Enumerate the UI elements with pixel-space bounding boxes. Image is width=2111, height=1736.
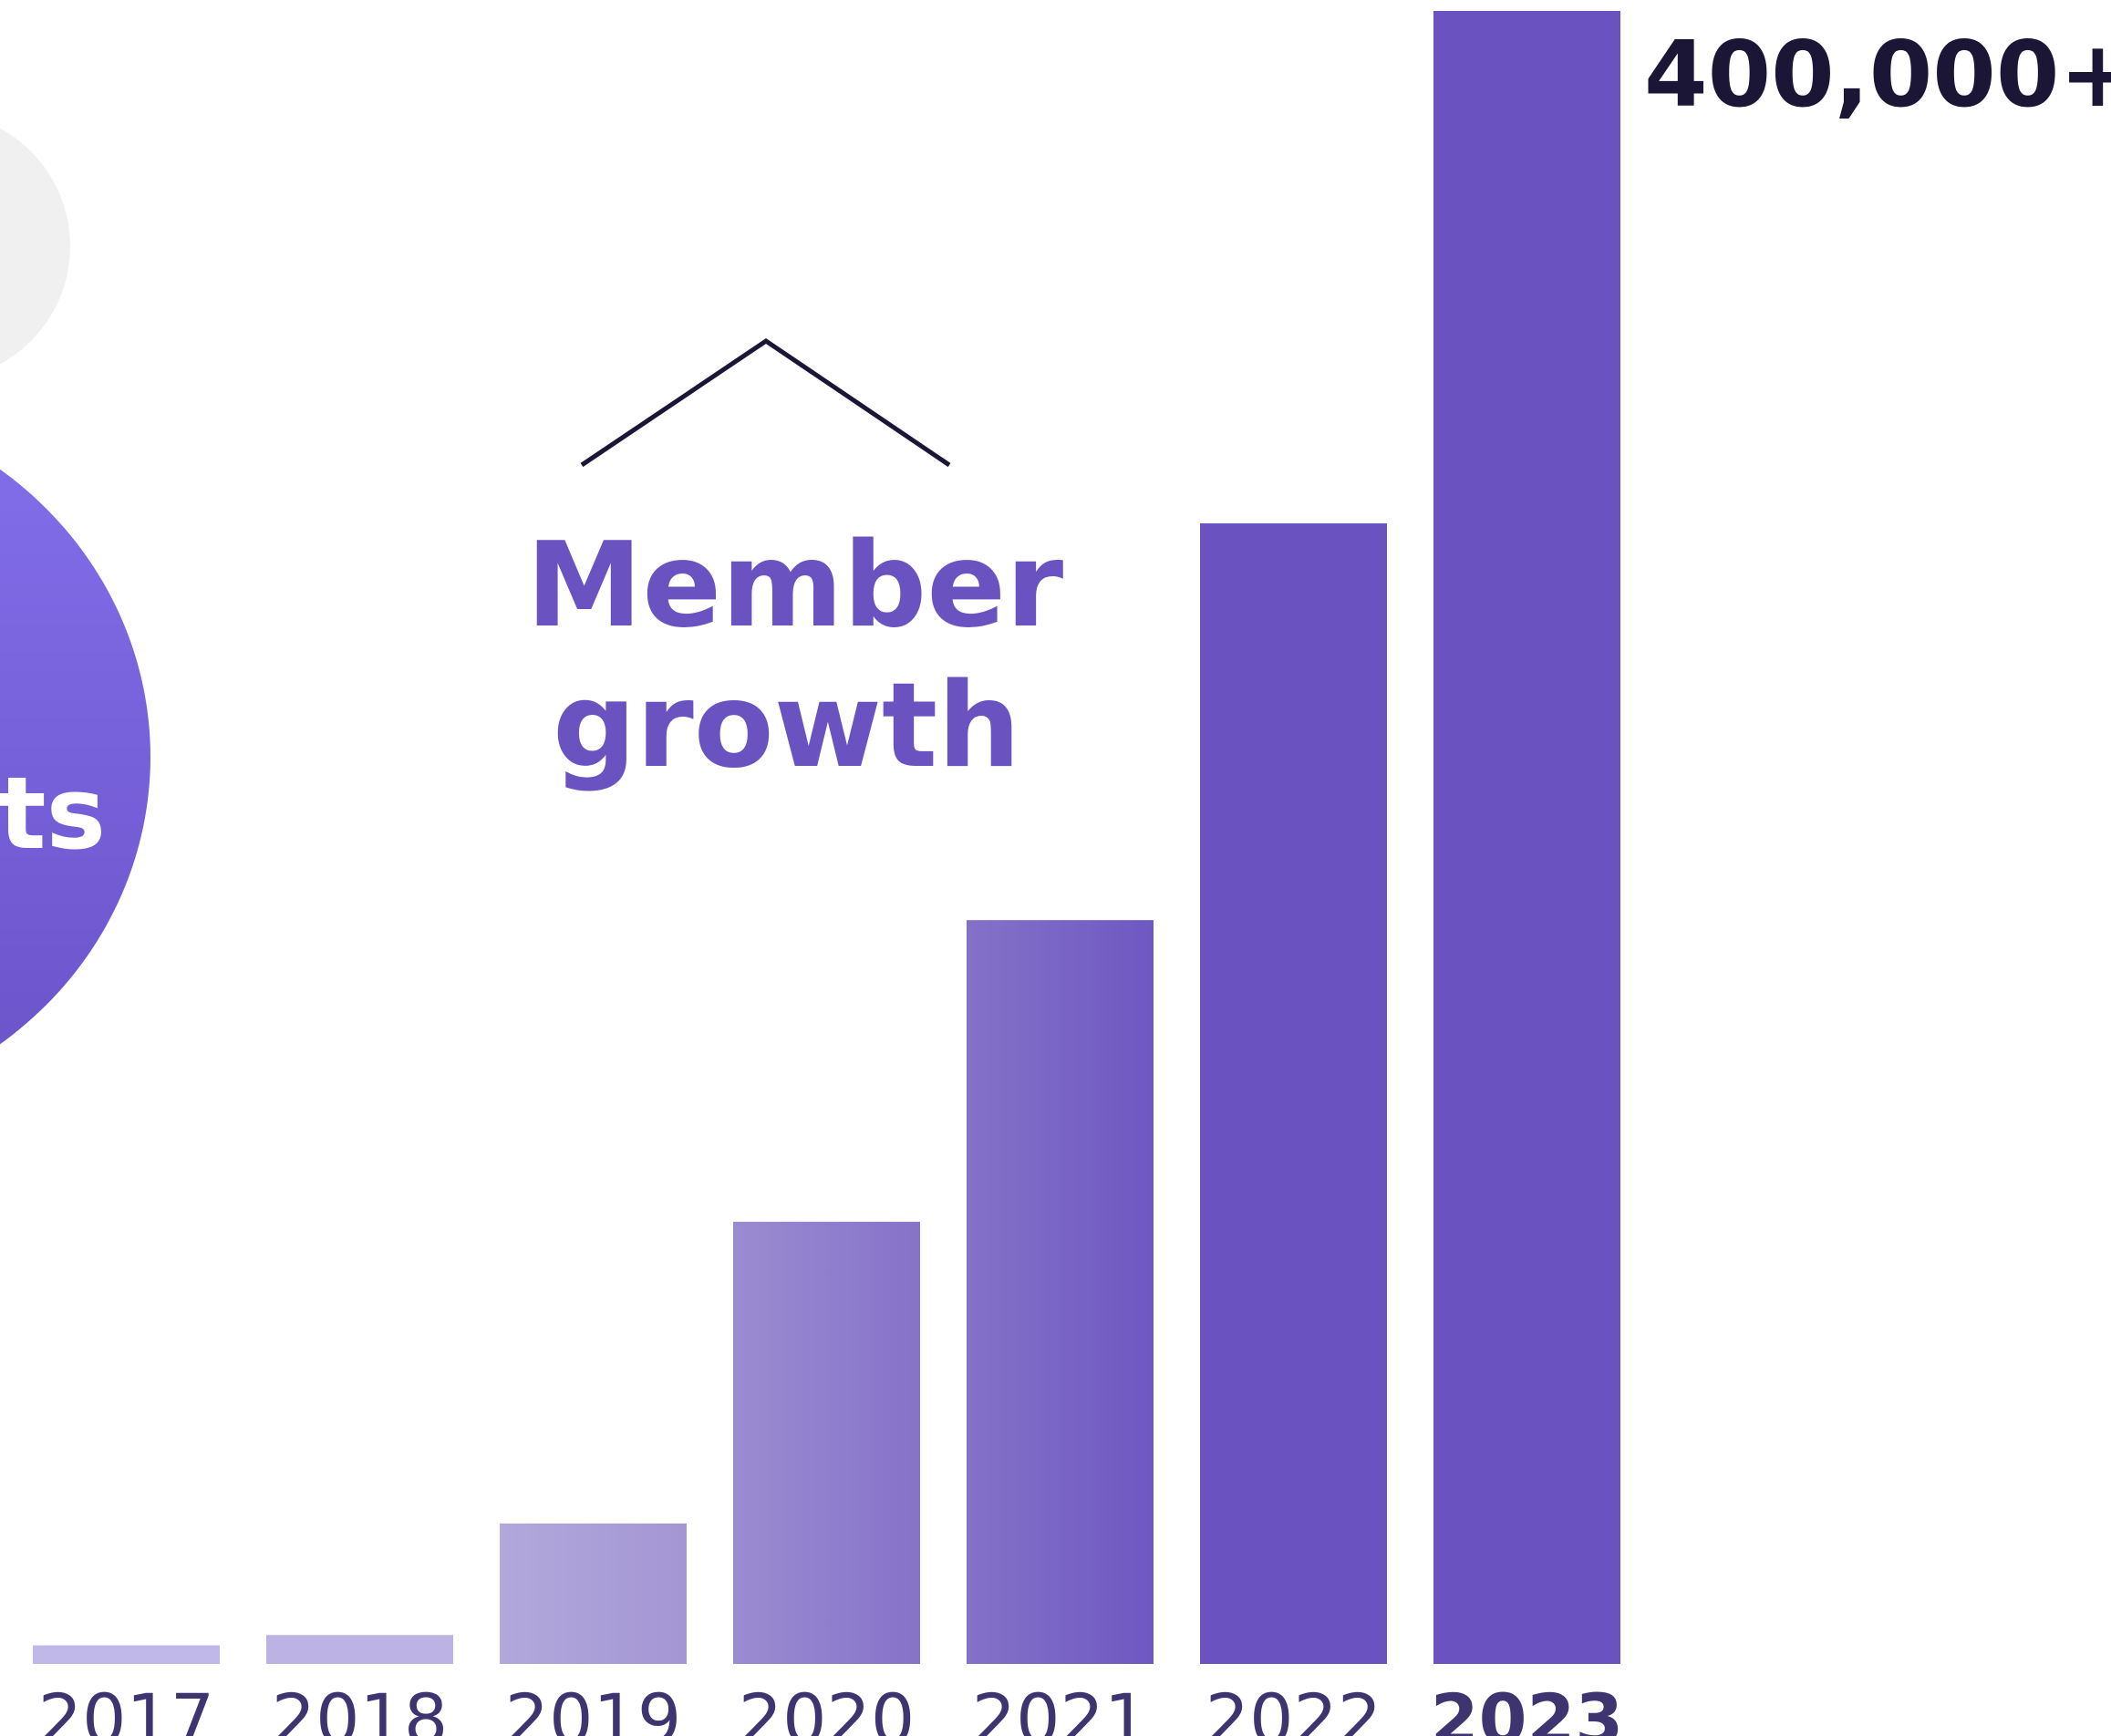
- bar-2020: [733, 1222, 920, 1664]
- value-label-2023: 400,000+: [1644, 21, 2111, 128]
- chevron-icon: [580, 337, 951, 468]
- grey-circle-decoration: [0, 128, 70, 365]
- bar-2023: [1433, 11, 1620, 1664]
- x-tick-label-2021: 2021: [972, 1679, 1148, 1736]
- bar-2022: [1200, 523, 1387, 1664]
- value-labels: 400,000+: [1644, 21, 2111, 128]
- x-tick-label-2020: 2020: [739, 1679, 915, 1736]
- x-tick-label-2018: 2018: [272, 1679, 448, 1736]
- chart-title-line-2: growth: [553, 658, 1020, 794]
- chart-title-line-1: Member: [526, 518, 1063, 654]
- bar-2021: [967, 920, 1154, 1664]
- bar-2018: [266, 1635, 453, 1664]
- bar-2017: [33, 1645, 220, 1664]
- x-tick-label-2017: 2017: [38, 1679, 214, 1736]
- purple-circle-decoration: [0, 469, 150, 1045]
- x-tick-labels: 2017 2018 2019 2020 2021 2022 2023: [38, 1679, 1623, 1736]
- x-tick-label-2019: 2019: [505, 1679, 681, 1736]
- bar-2019: [500, 1523, 687, 1664]
- x-tick-label-2023: 2023: [1431, 1679, 1624, 1736]
- bars-group: [33, 11, 1620, 1664]
- x-tick-label-2022: 2022: [1206, 1679, 1381, 1736]
- side-panel-text: ts: [0, 755, 106, 872]
